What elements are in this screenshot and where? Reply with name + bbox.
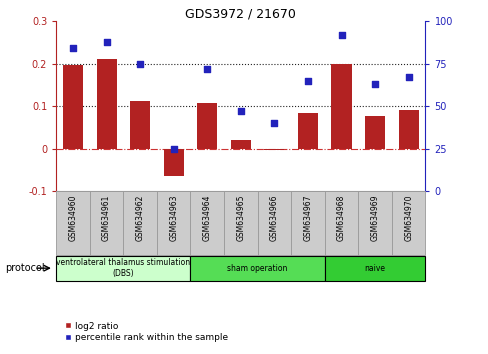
Point	[136, 61, 144, 67]
Text: GSM634970: GSM634970	[403, 194, 412, 241]
Text: GSM634965: GSM634965	[236, 194, 245, 241]
Text: GSM634963: GSM634963	[169, 194, 178, 241]
Legend: log2 ratio, percentile rank within the sample: log2 ratio, percentile rank within the s…	[61, 318, 231, 346]
Bar	[297, 113, 317, 149]
FancyBboxPatch shape	[290, 191, 324, 255]
FancyBboxPatch shape	[90, 191, 123, 255]
Text: GSM634968: GSM634968	[336, 194, 346, 241]
FancyBboxPatch shape	[56, 191, 90, 255]
Text: sham operation: sham operation	[227, 264, 287, 273]
FancyBboxPatch shape	[324, 191, 358, 255]
Bar	[63, 65, 83, 149]
Bar	[130, 101, 150, 149]
FancyBboxPatch shape	[324, 256, 425, 281]
Point	[304, 78, 311, 84]
Title: GDS3972 / 21670: GDS3972 / 21670	[185, 7, 296, 20]
Bar	[264, 149, 284, 150]
Point	[102, 39, 110, 45]
FancyBboxPatch shape	[257, 191, 290, 255]
Point	[404, 74, 412, 80]
Bar	[163, 149, 183, 176]
Bar	[331, 64, 351, 149]
FancyBboxPatch shape	[157, 191, 190, 255]
Point	[270, 120, 278, 126]
FancyBboxPatch shape	[391, 191, 425, 255]
Text: GSM634960: GSM634960	[68, 194, 78, 241]
Text: GSM634967: GSM634967	[303, 194, 312, 241]
Bar	[364, 115, 385, 149]
Bar	[398, 110, 418, 149]
Point	[337, 32, 345, 38]
FancyBboxPatch shape	[224, 191, 257, 255]
Bar	[230, 140, 250, 149]
Text: GSM634964: GSM634964	[203, 194, 211, 241]
Text: ventrolateral thalamus stimulation
(DBS): ventrolateral thalamus stimulation (DBS)	[56, 258, 190, 278]
Point	[236, 108, 244, 114]
Text: GSM634962: GSM634962	[135, 194, 144, 241]
Text: naive: naive	[364, 264, 385, 273]
Point	[370, 81, 378, 87]
FancyBboxPatch shape	[358, 191, 391, 255]
Point	[169, 146, 177, 152]
FancyBboxPatch shape	[56, 256, 190, 281]
FancyBboxPatch shape	[123, 191, 157, 255]
FancyBboxPatch shape	[190, 256, 324, 281]
FancyBboxPatch shape	[190, 191, 224, 255]
Text: GSM634961: GSM634961	[102, 194, 111, 241]
Text: GSM634969: GSM634969	[370, 194, 379, 241]
Bar	[197, 103, 217, 149]
Point	[69, 46, 77, 51]
Point	[203, 66, 211, 72]
Text: protocol: protocol	[5, 263, 44, 273]
Text: GSM634966: GSM634966	[269, 194, 278, 241]
Bar	[96, 59, 117, 149]
